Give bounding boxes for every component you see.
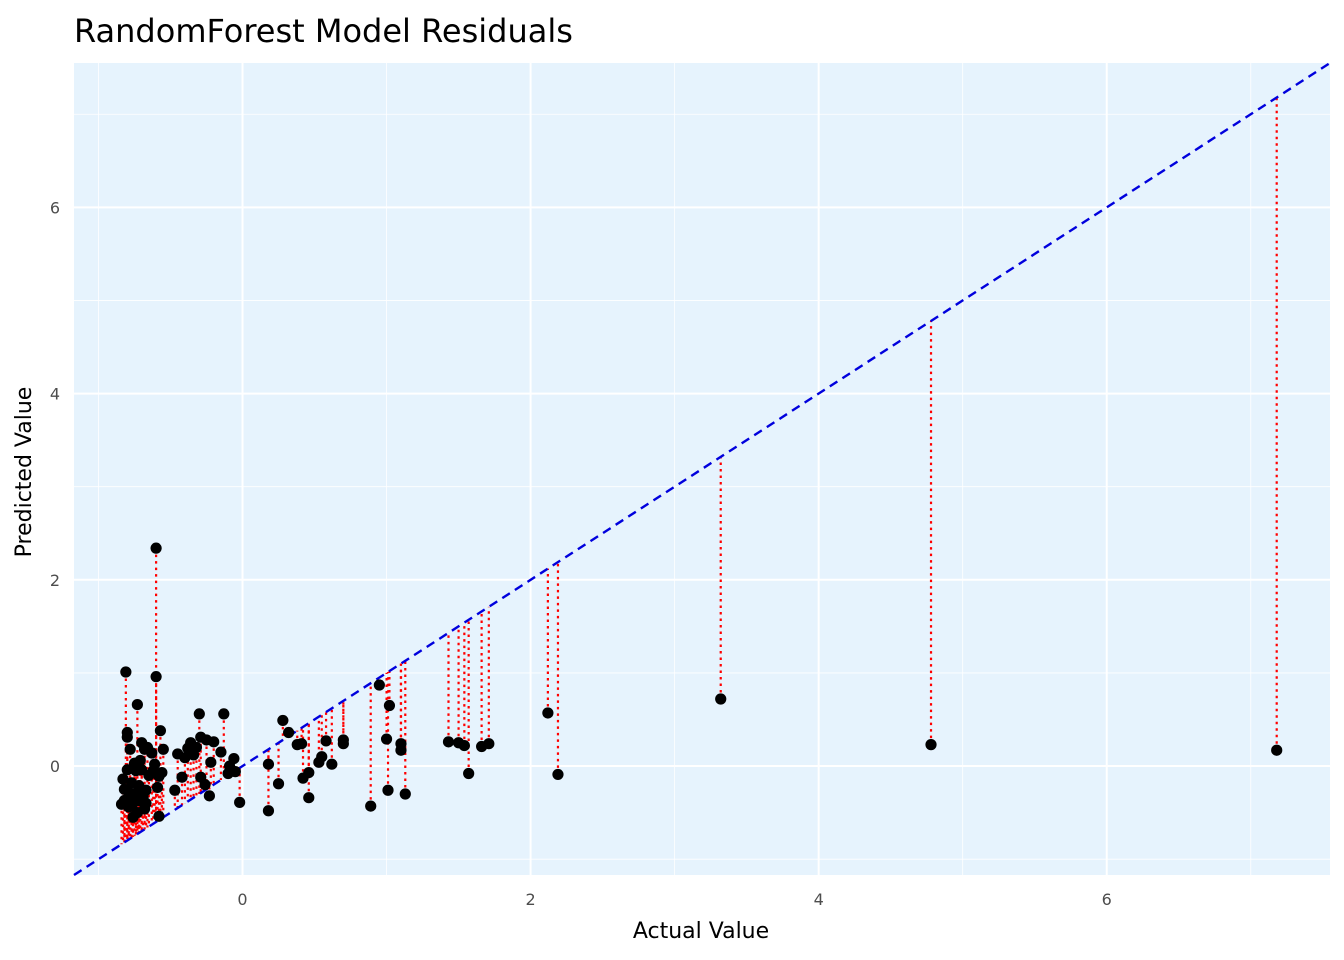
data-point	[205, 756, 217, 768]
data-point	[395, 738, 407, 750]
data-point	[203, 790, 215, 802]
y-axis-tick-labels: 0 2 4 6	[50, 198, 60, 776]
data-point	[195, 771, 207, 783]
data-point	[150, 671, 162, 683]
data-point	[291, 739, 303, 751]
data-point	[126, 777, 138, 789]
x-axis-tick-labels: 0 2 4 6	[237, 890, 1111, 909]
y-tick-label: 0	[50, 757, 60, 776]
data-point	[124, 743, 136, 755]
data-point	[313, 756, 325, 768]
reference-line	[73, 61, 1331, 877]
data-point	[442, 736, 455, 748]
data-point	[463, 767, 475, 780]
data-point	[399, 788, 411, 800]
data-point	[373, 679, 385, 691]
y-axis-title: Predicted Value	[12, 387, 37, 558]
data-point	[172, 748, 184, 760]
x-tick-label: 2	[526, 890, 536, 909]
data-point	[320, 735, 332, 747]
data-point	[128, 757, 141, 769]
data-point	[326, 758, 338, 770]
y-tick-label: 2	[50, 571, 60, 590]
data-point	[115, 798, 128, 810]
data-point	[283, 726, 295, 739]
x-tick-label: 4	[814, 890, 824, 909]
data-point	[151, 781, 164, 794]
data-point	[121, 764, 133, 776]
data-point	[552, 768, 564, 781]
data-point	[153, 810, 165, 822]
data-point	[262, 758, 275, 770]
data-point	[382, 784, 394, 796]
data-point	[542, 707, 554, 719]
data-point	[127, 811, 139, 823]
chart-title: RandomForest Model Residuals	[74, 12, 573, 50]
data-point	[452, 737, 465, 749]
x-axis-title: Actual Value	[633, 919, 769, 944]
data-point	[218, 708, 230, 720]
data-point	[215, 746, 227, 758]
data-point	[272, 778, 285, 790]
data-point	[715, 693, 727, 705]
data-point	[182, 742, 194, 754]
data-point	[157, 743, 169, 755]
data-point	[925, 739, 937, 751]
data-point	[365, 800, 377, 812]
data-point	[297, 772, 309, 784]
data-point	[131, 698, 143, 711]
data-points	[115, 542, 1283, 823]
data-point	[222, 767, 234, 780]
y-tick-label: 6	[50, 198, 60, 217]
data-point	[380, 733, 393, 745]
data-point	[120, 666, 132, 678]
x-tick-label: 6	[1102, 890, 1112, 909]
data-point	[136, 737, 148, 749]
data-point	[193, 708, 205, 720]
data-point	[176, 771, 188, 783]
data-point	[117, 773, 129, 785]
grid-lines	[74, 63, 1330, 875]
data-point	[277, 714, 289, 727]
data-point	[195, 731, 207, 743]
x-tick-label: 0	[237, 890, 247, 909]
data-point	[234, 796, 246, 808]
y-tick-label: 4	[50, 385, 60, 404]
data-point	[154, 725, 167, 737]
data-point	[262, 805, 275, 817]
data-point	[121, 726, 133, 739]
data-point	[169, 784, 181, 796]
data-point	[118, 783, 131, 795]
data-point	[303, 792, 315, 804]
data-point	[150, 542, 162, 554]
data-point	[337, 734, 349, 746]
data-point	[383, 699, 396, 712]
data-point	[1271, 744, 1283, 756]
data-point	[476, 740, 488, 753]
